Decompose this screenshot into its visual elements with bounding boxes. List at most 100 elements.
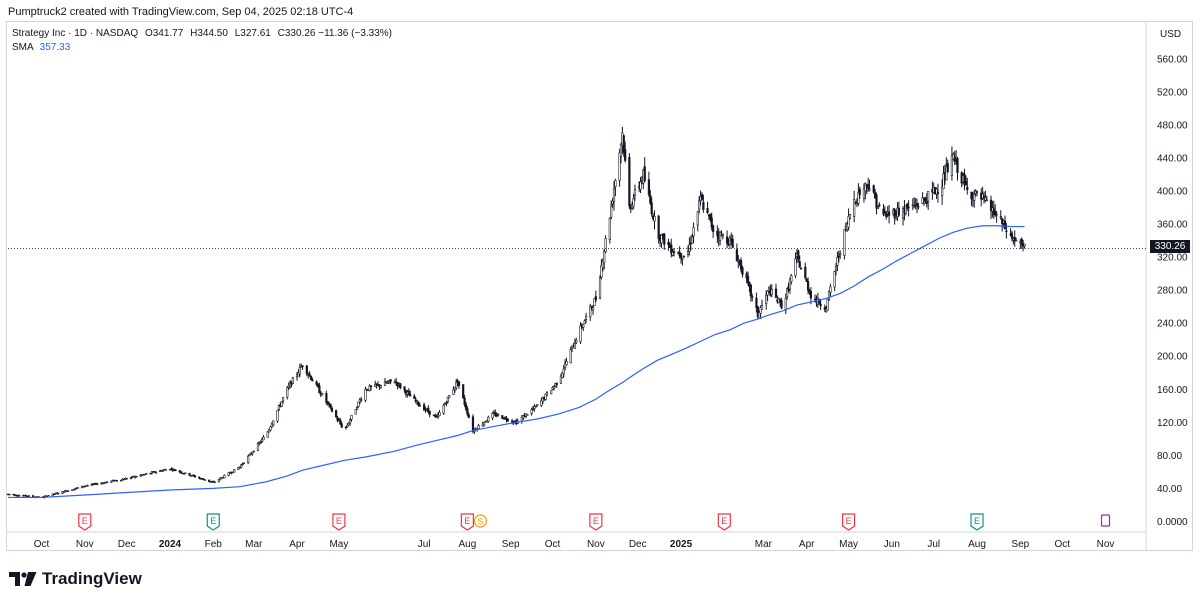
candle-body (261, 438, 264, 442)
candle-body (628, 156, 631, 207)
candle (268, 428, 271, 433)
candle (670, 238, 673, 258)
candle (935, 187, 938, 199)
candle (1001, 217, 1004, 232)
candle (1023, 243, 1026, 249)
candle (589, 303, 592, 322)
candle-body (735, 249, 738, 262)
currency-label[interactable]: USD (1160, 29, 1182, 40)
legend-symbol: Strategy Inc · 1D · NASDAQ (12, 28, 139, 39)
candle (73, 488, 77, 491)
y-tick-label: 280.00 (1157, 286, 1188, 297)
candle-body (135, 476, 138, 478)
candle (298, 363, 301, 378)
candle-body (395, 381, 398, 383)
candle (913, 197, 916, 209)
candle-body (813, 298, 817, 301)
candle-body (262, 436, 265, 441)
candle (973, 189, 976, 208)
candle-body (868, 188, 871, 191)
candle-body (8, 493, 11, 496)
candle (395, 377, 398, 386)
candle (893, 207, 896, 225)
candle (591, 304, 595, 315)
candle-body (477, 425, 480, 429)
candle-body (569, 349, 572, 364)
candle-body (432, 414, 435, 417)
candle (804, 262, 807, 280)
candle (829, 283, 832, 297)
earnings-icon (460, 513, 474, 531)
candle-body (533, 405, 536, 409)
x-tick-label: Nov (76, 539, 94, 550)
candle-body (829, 286, 832, 293)
dividend-marker[interactable]: S (473, 514, 487, 528)
candle (583, 319, 586, 325)
candle (823, 304, 826, 313)
candle-body (1020, 238, 1023, 245)
candle-body (471, 416, 475, 432)
earnings-marker[interactable]: E (970, 513, 984, 531)
x-tick-label: Nov (587, 539, 605, 550)
candle (995, 211, 998, 223)
candle (291, 376, 294, 384)
candle (555, 382, 558, 389)
x-tick-label: Mar (245, 539, 263, 550)
candle-body (564, 362, 567, 368)
tradingview-brand[interactable]: TradingView (9, 569, 142, 589)
earnings-marker[interactable]: E (717, 513, 731, 531)
candle-body (154, 471, 158, 474)
event-marker[interactable] (1100, 514, 1111, 527)
candle-body (784, 298, 787, 311)
candle (240, 463, 243, 469)
candle-body (321, 393, 324, 396)
candle-body (809, 291, 812, 299)
candle (483, 421, 486, 427)
earnings-marker[interactable]: E (589, 513, 603, 531)
y-tick-label: 0.0000 (1157, 517, 1188, 528)
candle (346, 423, 349, 428)
x-tick-label: Mar (755, 539, 773, 550)
candle-body (692, 227, 695, 237)
candle-body (300, 366, 303, 368)
candle (348, 418, 352, 426)
candle-body (213, 481, 216, 484)
earnings-marker[interactable]: E (841, 513, 856, 531)
earnings-marker[interactable]: E (332, 513, 346, 531)
candle (180, 470, 183, 474)
candle (164, 468, 167, 471)
candle (466, 406, 469, 417)
candle (276, 410, 279, 424)
candle-body (862, 188, 866, 199)
earnings-marker[interactable]: E (78, 513, 92, 531)
earnings-marker[interactable]: E (206, 513, 220, 531)
candle (516, 418, 519, 425)
candle (800, 267, 803, 270)
legend-low-label: L (234, 28, 241, 39)
candle-body (453, 387, 456, 391)
candle-body (887, 211, 891, 216)
candle (897, 201, 900, 217)
candle (921, 192, 924, 205)
candle-body (276, 410, 279, 422)
candle (200, 477, 204, 480)
candle-body (555, 382, 558, 385)
x-tick-label: 2024 (159, 539, 182, 550)
candle (885, 211, 888, 220)
legend-row-sma[interactable]: SMA 357.33 (12, 41, 392, 55)
y-tick-label: 560.00 (1157, 54, 1188, 65)
candle (281, 397, 285, 404)
candle-body (416, 400, 419, 403)
candle (942, 165, 945, 190)
earnings-marker[interactable]: E (460, 513, 474, 531)
y-tick-label: 80.00 (1157, 451, 1182, 462)
candle-body (203, 479, 206, 481)
candle (125, 477, 128, 480)
candle (875, 192, 878, 215)
candle (774, 283, 778, 298)
candle-body (106, 481, 109, 483)
candle (731, 234, 734, 249)
candle (270, 422, 274, 428)
candle-body (936, 191, 940, 194)
